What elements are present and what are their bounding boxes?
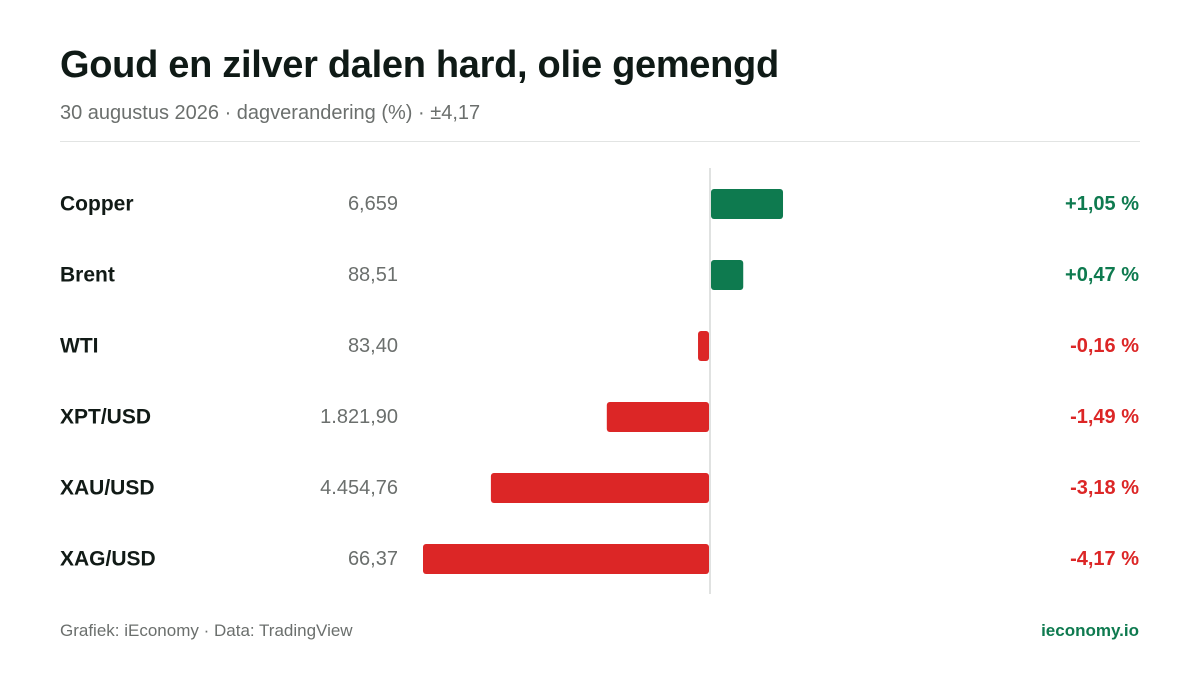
price-label: 4.454,76 bbox=[320, 477, 398, 499]
price-label: 83,40 bbox=[348, 335, 398, 357]
bar bbox=[698, 331, 709, 361]
category-label: WTI bbox=[60, 335, 98, 358]
source-credit: Grafiek: iEconomy · Data: TradingView bbox=[60, 621, 353, 640]
chart-title: Goud en zilver dalen hard, olie gemengd bbox=[60, 44, 779, 86]
category-label: XPT/USD bbox=[60, 406, 151, 429]
category-label: XAG/USD bbox=[60, 548, 156, 571]
value-label: -0,16 % bbox=[1070, 335, 1139, 357]
value-label: -1,49 % bbox=[1070, 406, 1139, 428]
header-divider bbox=[60, 141, 1140, 142]
bar bbox=[606, 402, 709, 432]
category-label: Copper bbox=[60, 193, 134, 216]
value-label: -4,17 % bbox=[1070, 548, 1139, 570]
bar bbox=[423, 544, 709, 574]
value-label: +1,05 % bbox=[1065, 193, 1139, 215]
value-label: +0,47 % bbox=[1065, 264, 1139, 286]
bar bbox=[490, 473, 709, 503]
brand-link[interactable]: ieconomy.io bbox=[1041, 621, 1139, 640]
price-label: 1.821,90 bbox=[320, 406, 398, 428]
price-label: 66,37 bbox=[348, 548, 398, 570]
price-label: 6,659 bbox=[348, 193, 398, 215]
bar bbox=[711, 260, 744, 290]
price-label: 88,51 bbox=[348, 264, 398, 286]
chart-subtitle: 30 augustus 2026 · dagverandering (%) · … bbox=[60, 102, 481, 124]
value-label: -3,18 % bbox=[1070, 477, 1139, 499]
bar bbox=[711, 189, 784, 219]
category-label: XAU/USD bbox=[60, 477, 155, 500]
category-label: Brent bbox=[60, 264, 115, 287]
